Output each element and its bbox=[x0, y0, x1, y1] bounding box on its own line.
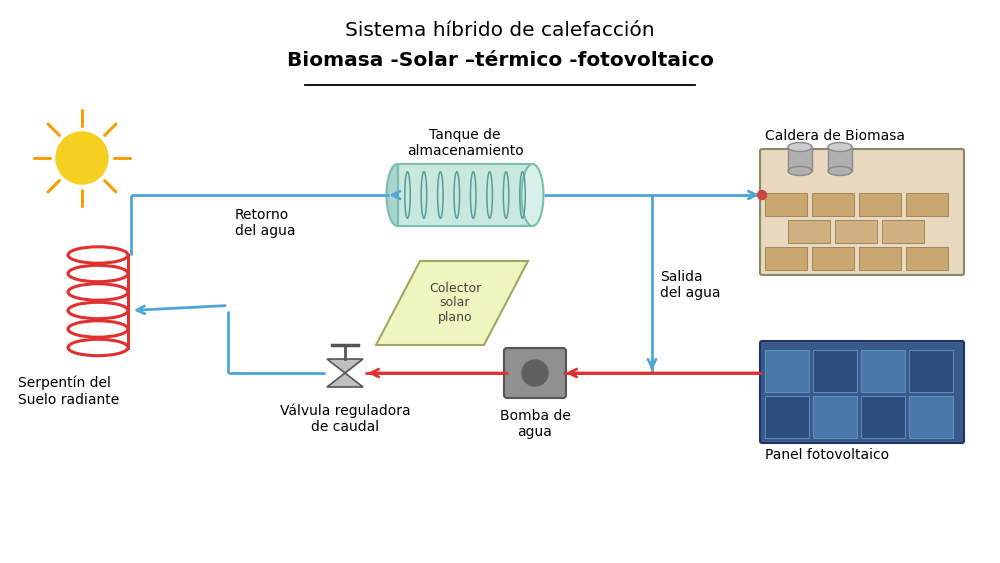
Text: Sistema híbrido de calefacción: Sistema híbrido de calefacción bbox=[345, 21, 655, 40]
Bar bbox=[909, 350, 953, 392]
Bar bbox=[906, 247, 948, 270]
Bar bbox=[812, 193, 854, 216]
Text: Válvula reguladora
de caudal: Válvula reguladora de caudal bbox=[280, 403, 410, 434]
Bar bbox=[765, 247, 807, 270]
Bar bbox=[882, 220, 924, 243]
Bar bbox=[813, 396, 857, 438]
Bar bbox=[861, 350, 905, 392]
Text: Salida
del agua: Salida del agua bbox=[660, 270, 720, 300]
Bar bbox=[765, 193, 807, 216]
Text: Caldera de Biomasa: Caldera de Biomasa bbox=[765, 129, 905, 143]
FancyBboxPatch shape bbox=[760, 149, 964, 275]
Bar bbox=[788, 220, 830, 243]
Ellipse shape bbox=[788, 167, 812, 176]
Bar bbox=[906, 193, 948, 216]
Ellipse shape bbox=[828, 167, 852, 176]
Bar bbox=[909, 396, 953, 438]
Circle shape bbox=[758, 190, 767, 199]
Circle shape bbox=[56, 132, 108, 184]
Text: Tanque de
almacenamiento: Tanque de almacenamiento bbox=[407, 128, 523, 158]
Polygon shape bbox=[376, 261, 528, 345]
Text: Panel fotovoltaico: Panel fotovoltaico bbox=[765, 448, 889, 462]
Bar bbox=[813, 350, 857, 392]
Bar bbox=[398, 164, 533, 226]
Bar bbox=[812, 247, 854, 270]
Bar bbox=[861, 396, 905, 438]
Ellipse shape bbox=[522, 164, 544, 226]
Bar bbox=[835, 220, 877, 243]
Text: Bomba de
agua: Bomba de agua bbox=[500, 409, 570, 439]
Bar bbox=[765, 350, 809, 392]
Circle shape bbox=[522, 360, 548, 386]
Polygon shape bbox=[327, 359, 363, 373]
Bar bbox=[859, 247, 901, 270]
Ellipse shape bbox=[828, 142, 852, 151]
FancyBboxPatch shape bbox=[760, 341, 964, 443]
FancyBboxPatch shape bbox=[504, 348, 566, 398]
Bar bbox=[765, 396, 809, 438]
Text: Serpentín del
Suelo radiante: Serpentín del Suelo radiante bbox=[18, 376, 119, 406]
Ellipse shape bbox=[788, 142, 812, 151]
Text: Colector
solar
plano: Colector solar plano bbox=[429, 282, 481, 324]
Text: Biomasa -Solar –térmico -fotovoltaico: Biomasa -Solar –térmico -fotovoltaico bbox=[287, 51, 713, 70]
Polygon shape bbox=[327, 373, 363, 387]
Bar bbox=[828, 147, 852, 171]
Bar bbox=[788, 147, 812, 171]
Bar bbox=[859, 193, 901, 216]
Ellipse shape bbox=[386, 164, 409, 226]
Text: Retorno
del agua: Retorno del agua bbox=[235, 208, 296, 238]
